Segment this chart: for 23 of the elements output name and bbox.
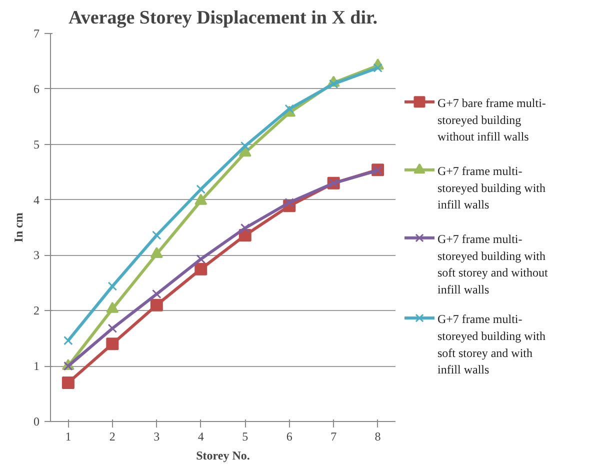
y-tick-label: 5 [34,137,40,152]
x-tick-label: 4 [198,430,204,444]
y-axis-title: In cm [12,212,26,242]
y-tick-label: 2 [34,304,40,318]
x-tick-label: 6 [286,430,292,444]
y-tick-label: 1 [34,359,40,374]
y-tick-label: 3 [34,248,40,262]
x-tick-label: 7 [330,430,337,444]
x-tick-label: 1 [65,430,72,444]
x-tick-label: 8 [374,430,381,444]
x-tick-label: 3 [154,430,160,444]
y-tick-label: 6 [34,82,40,96]
chart-title: Average Storey Displacement in X dir. [68,8,378,28]
x-tick-label: 2 [109,430,116,444]
x-tick-label: 5 [242,430,248,444]
legend-label: G+7 frame multi-storeyed building with soft storey and without infill walls [438,232,548,296]
x-axis-title: Storey No. [196,448,250,462]
legend-label: G+7 frame multi-storeyed building with infill walls [438,164,546,212]
legend-label: G+7 frame multi-storeyed building with soft storey and with infill walls [438,312,546,377]
legend-label: G+7 bare frame multi-storeyed building without infill walls [438,96,546,144]
y-tick-label: 4 [34,192,40,207]
y-tick-label: 7 [34,26,40,40]
y-tick-label: 0 [34,414,40,428]
